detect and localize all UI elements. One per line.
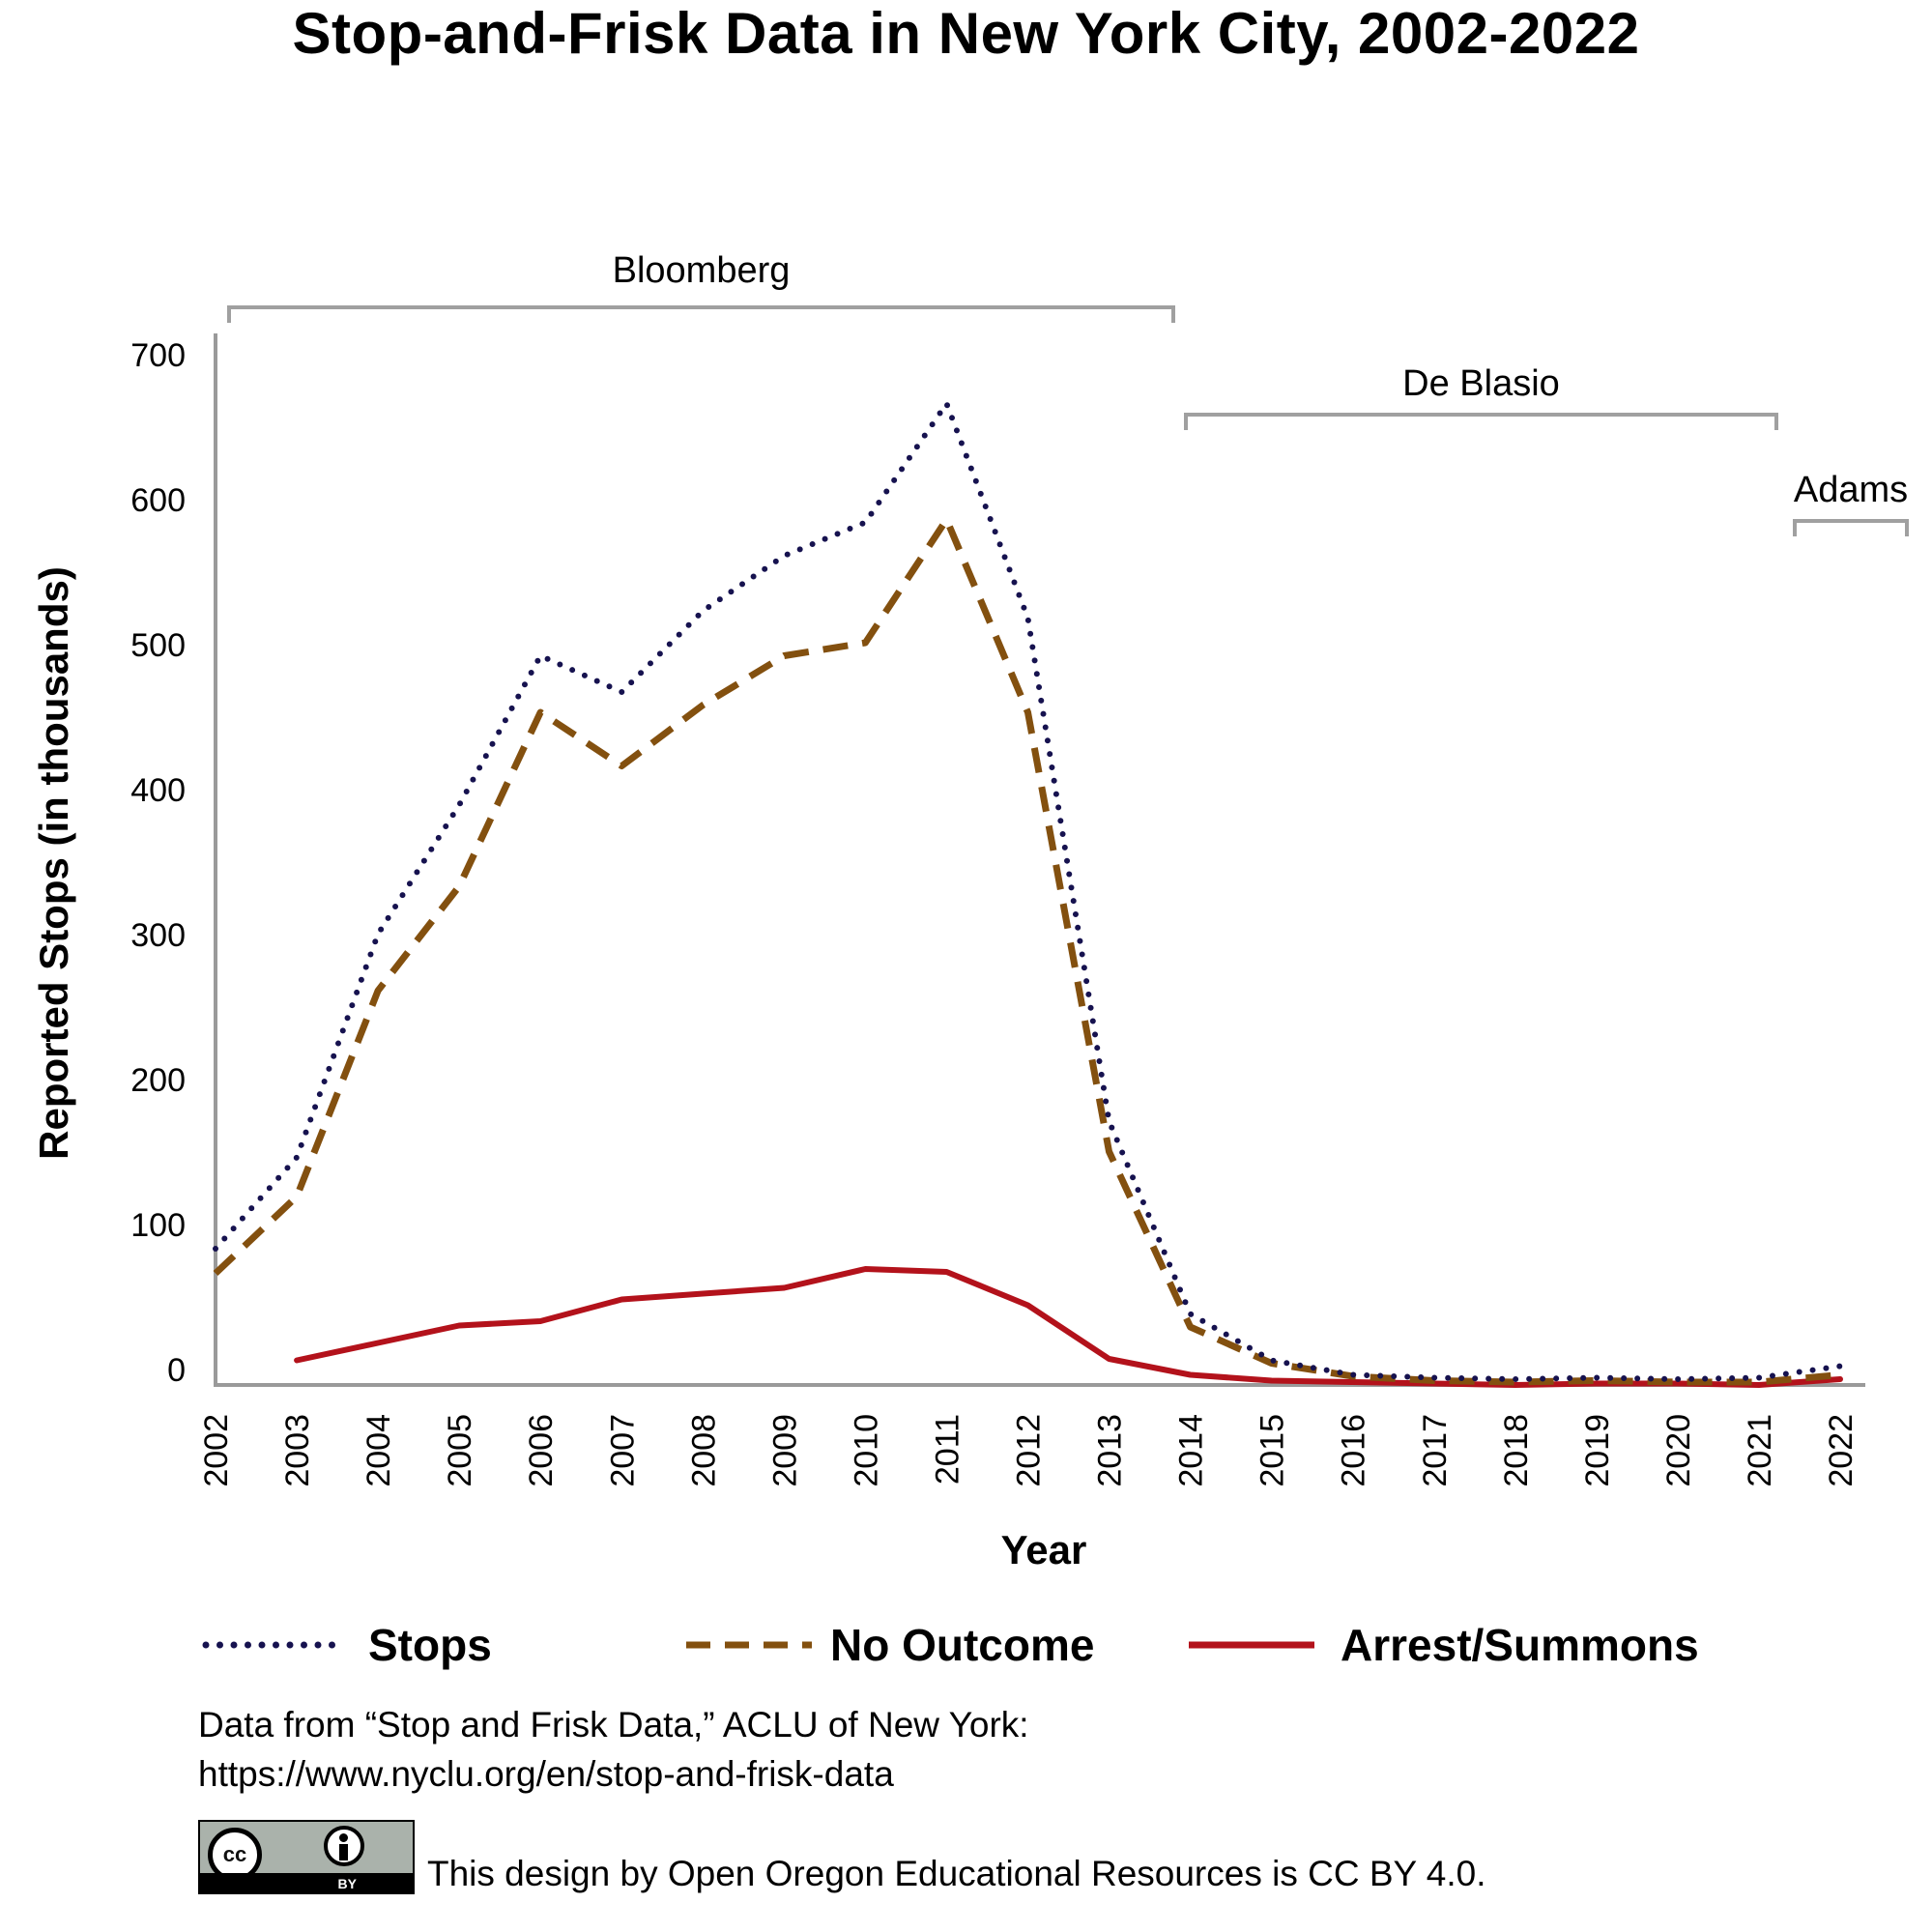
x-tick-label: 2017 <box>1417 1414 1454 1487</box>
legend-item-arrest: Arrest/Summons <box>1187 1616 1699 1674</box>
x-tick-label: 2019 <box>1579 1414 1616 1487</box>
legend-no-outcome-swatch <box>686 1641 812 1649</box>
y-tick-label: 200 <box>130 1062 186 1099</box>
x-tick-label: 2005 <box>442 1414 478 1487</box>
series-lines <box>213 400 1843 1388</box>
legend-arrest-swatch <box>1189 1641 1314 1649</box>
era-bloomberg-bracket <box>227 305 1175 323</box>
x-tick-label: 2020 <box>1660 1414 1697 1487</box>
era-de-blasio-bracket <box>1184 413 1778 430</box>
era-adams-label: Adams <box>1794 470 1908 510</box>
x-tick-label: 2021 <box>1742 1414 1778 1487</box>
by-label: BY <box>337 1876 357 1891</box>
y-tick-label: 100 <box>130 1207 186 1244</box>
y-tick-label: 600 <box>130 482 186 519</box>
x-tick-label: 2002 <box>198 1414 235 1487</box>
axes: 0 100 200 300 400 500 600 700 2002 2003 2004 2005 20… <box>31 333 1865 1572</box>
chart-plot: Bloomberg De Blasio Adams 0 100 200 300 400 500… <box>31 250 1909 1572</box>
chart-title: Stop-and-Frisk Data in New York City, 20… <box>292 1 1640 66</box>
legend-item-no-outcome: No Outcome <box>684 1616 1094 1674</box>
series-arrest-summons <box>294 1266 1843 1388</box>
x-tick-label: 2003 <box>279 1414 316 1487</box>
era-adams-bracket <box>1793 519 1909 536</box>
x-tick-label: 2006 <box>523 1414 560 1487</box>
legend-item-stops: Stops <box>198 1616 492 1674</box>
x-axis-title: Year <box>1001 1527 1087 1572</box>
administration-brackets: Bloomberg De Blasio Adams <box>227 250 1909 536</box>
x-tick-label: 2014 <box>1173 1414 1210 1487</box>
x-tick-label: 2013 <box>1092 1414 1129 1487</box>
era-bloomberg-label: Bloomberg <box>613 250 791 291</box>
source-url[interactable]: https://www.nyclu.org/en/stop-and-frisk-… <box>198 1754 894 1794</box>
legend-label-arrest: Arrest/Summons <box>1341 1620 1699 1670</box>
x-tick-label: 2018 <box>1498 1414 1535 1487</box>
series-stops <box>213 400 1843 1382</box>
x-tick-label: 2022 <box>1823 1414 1860 1487</box>
attribution-person-icon <box>324 1826 364 1866</box>
y-tick-label: 700 <box>130 337 186 374</box>
legend-label-no-outcome: No Outcome <box>830 1620 1095 1670</box>
x-tick-label: 2015 <box>1254 1414 1291 1487</box>
x-tick-label: 2016 <box>1336 1414 1372 1487</box>
x-tick-label: 2009 <box>766 1414 803 1487</box>
y-tick-label: 300 <box>130 917 186 954</box>
cc-by-badge[interactable]: cc BY <box>198 1820 415 1894</box>
y-tick-label: 0 <box>167 1352 186 1389</box>
legend-stops-swatch <box>202 1641 337 1649</box>
x-tick-label: 2008 <box>685 1414 722 1487</box>
y-axis-title: Reported Stops (in thousands) <box>31 566 76 1160</box>
y-tick-label: 500 <box>130 627 186 664</box>
era-de-blasio-label: De Blasio <box>1402 363 1560 404</box>
y-tick-label: 400 <box>130 772 186 809</box>
series-no-outcome <box>213 516 1841 1386</box>
x-tick-label: 2010 <box>848 1414 884 1487</box>
source-text: Data from “Stop and Frisk Data,” ACLU of… <box>198 1705 1029 1745</box>
x-tick-label: 2011 <box>929 1414 966 1485</box>
x-tick-label: 2007 <box>604 1414 641 1487</box>
legend-label-stops: Stops <box>368 1620 492 1670</box>
x-tick-label: 2012 <box>1011 1414 1048 1487</box>
x-tick-label: 2004 <box>360 1414 397 1487</box>
license-text: This design by Open Oregon Educational R… <box>427 1854 1486 1893</box>
